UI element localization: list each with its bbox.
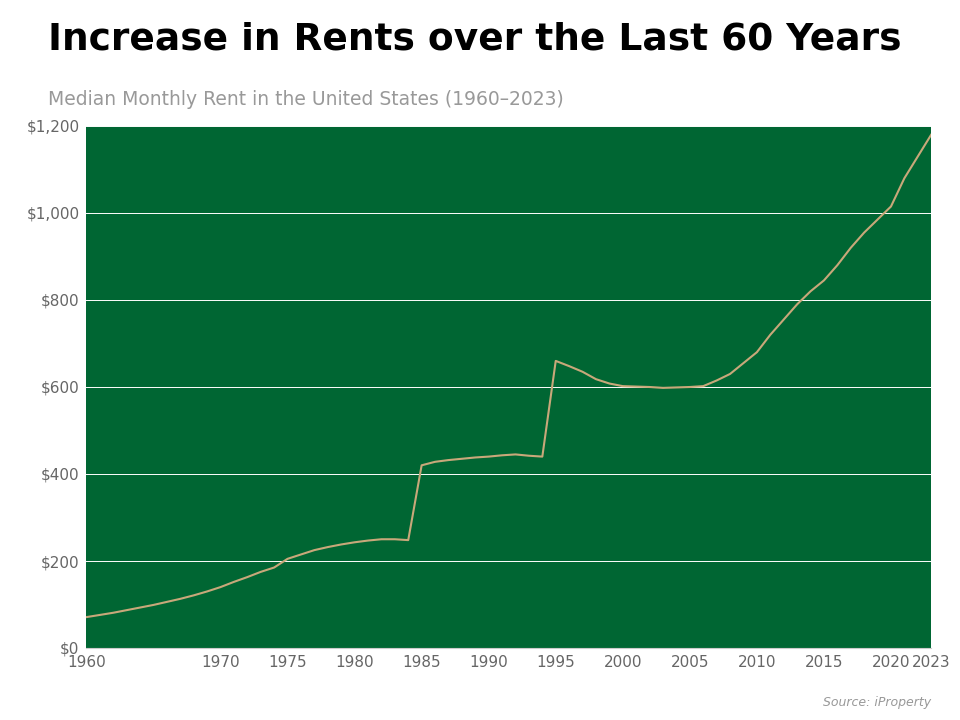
- Text: Increase in Rents over the Last 60 Years: Increase in Rents over the Last 60 Years: [48, 22, 901, 58]
- Text: Median Monthly Rent in the United States (1960–2023): Median Monthly Rent in the United States…: [48, 90, 564, 109]
- Text: Source: iProperty: Source: iProperty: [823, 696, 931, 709]
